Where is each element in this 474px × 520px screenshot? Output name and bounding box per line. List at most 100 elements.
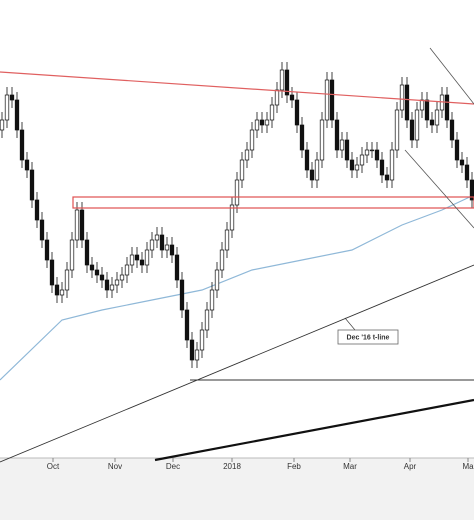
candle-body <box>384 174 390 181</box>
candle-body <box>349 159 355 171</box>
candle-body <box>99 274 105 281</box>
candle-body <box>79 209 85 241</box>
candle-body <box>189 339 195 361</box>
trendlines: Dec '16 t-line <box>0 47 474 463</box>
candle-body <box>444 94 450 121</box>
candle-body <box>409 119 415 141</box>
candle-body <box>164 244 170 251</box>
x-tick-label: Feb <box>287 462 301 471</box>
candle-body <box>219 249 225 271</box>
candle-body <box>119 274 125 281</box>
thick-trendline <box>154 398 474 462</box>
candle-body <box>399 84 405 111</box>
candle-body <box>149 239 155 251</box>
moving-average <box>0 194 474 381</box>
candle-body <box>414 109 420 141</box>
annotation-box <box>337 329 399 345</box>
candle-body <box>174 254 180 281</box>
x-tick-label: Nov <box>108 462 122 471</box>
x-tick-label: 2018 <box>223 462 241 471</box>
candle-body <box>354 164 360 171</box>
candle-body <box>429 119 435 126</box>
candle-body <box>59 289 65 296</box>
x-tick-label: Oct <box>47 462 60 471</box>
candle-body <box>184 309 190 341</box>
candle-body <box>104 279 110 291</box>
candle-body <box>74 209 80 241</box>
candle-body <box>44 239 50 261</box>
candle-body <box>389 149 395 181</box>
annotation-text: Dec '16 t-line <box>347 334 390 341</box>
candle-body <box>204 309 210 331</box>
candle-body <box>289 94 295 101</box>
candle-body <box>404 84 410 121</box>
candle-body <box>299 124 305 151</box>
candle-body <box>114 279 120 286</box>
candle-body <box>224 229 230 251</box>
candle-body <box>39 219 45 241</box>
candle-body <box>94 269 100 276</box>
candle-body <box>454 139 460 161</box>
candle-body <box>339 139 345 151</box>
candle-body <box>464 164 470 181</box>
candle-body <box>4 94 10 121</box>
candle-body <box>319 119 325 161</box>
candle-body <box>129 254 135 266</box>
candle-body <box>229 204 235 231</box>
candle-body <box>424 99 430 121</box>
candle-body <box>274 89 280 106</box>
candle-body <box>179 279 185 311</box>
candle-body <box>209 289 215 311</box>
candle-body <box>334 119 340 151</box>
candle-body <box>324 79 330 121</box>
candle-body <box>434 109 440 126</box>
candle-body <box>49 259 55 286</box>
candle-body <box>199 329 205 351</box>
candle-body <box>419 99 425 111</box>
candle-body <box>369 149 375 152</box>
candle-body <box>244 149 250 161</box>
candle-body <box>279 69 285 91</box>
candle-body <box>344 139 350 161</box>
candle-body <box>134 254 140 261</box>
candle-body <box>284 69 290 96</box>
candle-body <box>459 159 465 166</box>
candle-body <box>214 269 220 291</box>
candle-body <box>89 264 95 271</box>
black-trendline <box>0 264 474 463</box>
red-support-zone <box>72 196 474 209</box>
candle-body <box>249 129 255 151</box>
candle-body <box>239 159 245 181</box>
annotation-pointer <box>344 317 356 331</box>
candle-body <box>364 149 370 156</box>
x-axis-band <box>0 458 474 520</box>
candle-body <box>169 244 175 256</box>
candle-body <box>124 264 130 276</box>
candle-body <box>379 159 385 176</box>
candle-body <box>84 239 90 266</box>
candle-body <box>69 239 75 271</box>
x-tick-label: Dec <box>166 462 180 471</box>
candle-body <box>109 284 115 291</box>
candle-body <box>34 199 40 221</box>
candle-body <box>394 109 400 151</box>
candle-body <box>14 99 20 131</box>
x-tick-label: Ma <box>462 462 474 471</box>
candle-body <box>254 119 260 131</box>
candle-body <box>19 129 25 161</box>
candle-body <box>259 119 265 126</box>
candle-body <box>269 104 275 121</box>
candle-body <box>309 169 315 181</box>
candle-body <box>24 159 30 171</box>
candle-body <box>374 149 380 161</box>
candle-body <box>54 284 60 296</box>
x-tick-label: Mar <box>343 462 357 471</box>
candle-body <box>329 79 335 121</box>
channel-lower <box>404 149 474 229</box>
candle-body <box>64 269 70 291</box>
candle-body <box>294 99 300 126</box>
candle-body <box>0 119 5 131</box>
candle-body <box>139 259 145 266</box>
